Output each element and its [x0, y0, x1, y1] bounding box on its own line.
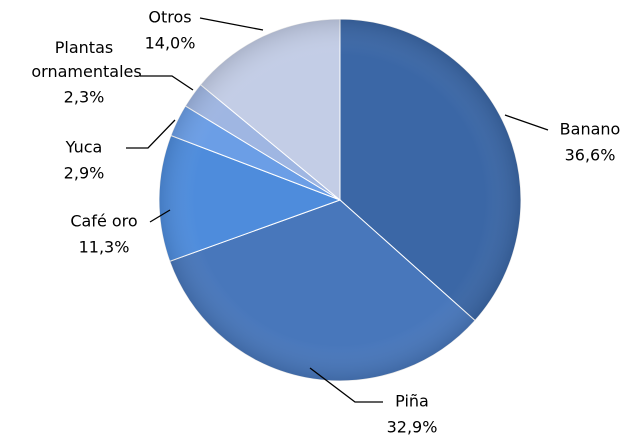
slice-value-label: 36,6% — [565, 146, 616, 165]
leader-line — [504, 114, 549, 131]
slice-label: Piña — [395, 392, 429, 411]
leader-line — [149, 209, 171, 223]
slice-value-label: 14,0% — [145, 34, 196, 53]
slice-label: Yuca — [65, 138, 103, 157]
slice-label: Otros — [148, 8, 191, 27]
slice-label: Plantas ornamentales — [26, 38, 141, 81]
slice-value-label: 2,3% — [64, 88, 105, 107]
slice-value-label: 2,9% — [64, 164, 105, 183]
slice-value-label: 11,3% — [79, 238, 130, 257]
slice-value-label: 32,9% — [387, 418, 438, 437]
slice-label: Banano — [560, 120, 621, 139]
leader-line — [309, 367, 383, 403]
leader-line — [126, 119, 176, 149]
slice-label: Café oro — [70, 212, 137, 231]
leader-line — [199, 17, 264, 31]
leader-line — [140, 75, 194, 91]
